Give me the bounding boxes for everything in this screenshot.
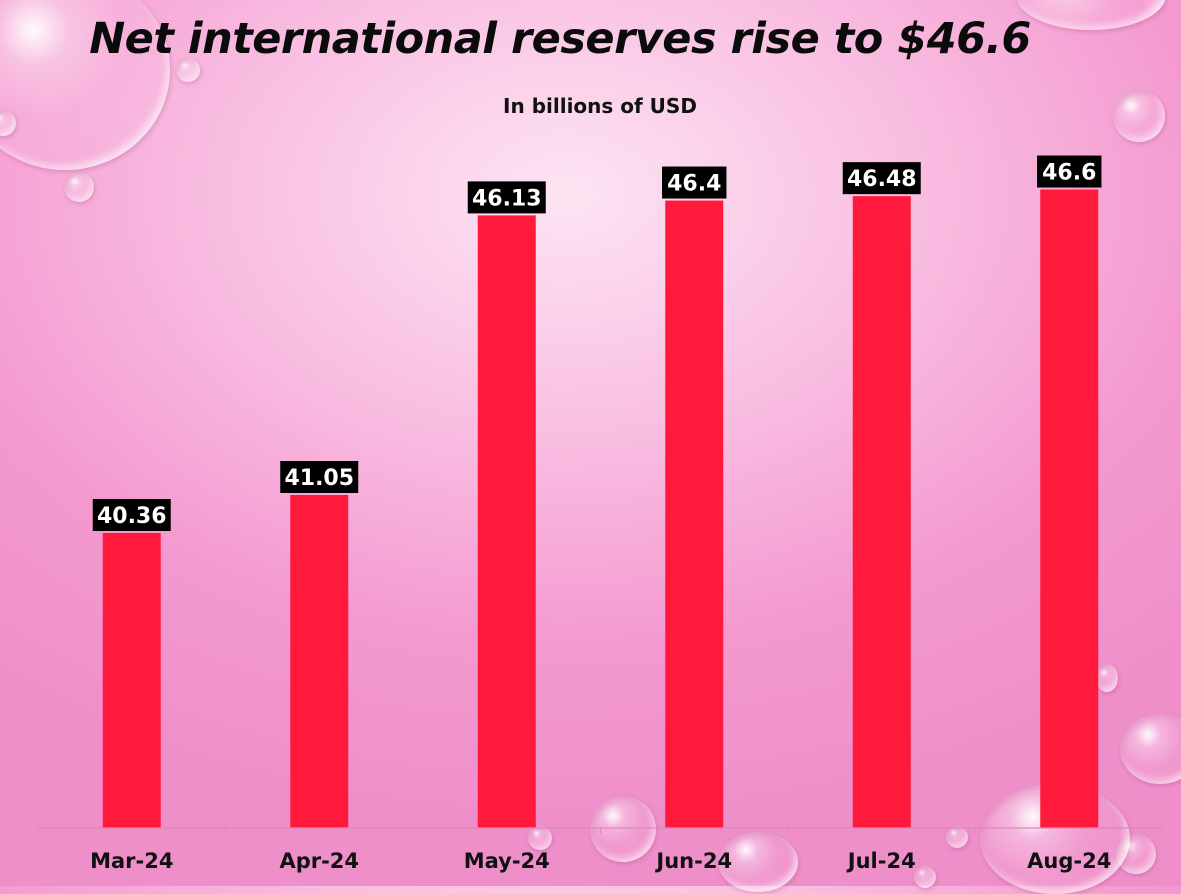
bar-may-24 — [477, 215, 536, 829]
data-label-box — [662, 166, 727, 199]
data-label-jun-24: 46.4 — [662, 166, 727, 199]
data-label-apr-24: 41.05 — [280, 461, 359, 494]
x-tick-label: May-24 — [464, 849, 550, 873]
x-tick-label: Jul-24 — [846, 849, 916, 873]
data-label-text: 46.6 — [1042, 161, 1096, 186]
bar-aug-24 — [1040, 189, 1099, 828]
data-label-box — [1037, 155, 1102, 188]
data-label-text: 46.4 — [667, 172, 721, 197]
data-label-box — [467, 181, 546, 214]
data-label-jul-24: 46.48 — [842, 162, 921, 195]
x-axis — [37, 827, 1164, 834]
data-label-mar-24: 40.36 — [92, 498, 171, 531]
data-label-may-24: 46.13 — [467, 181, 546, 214]
chart-title: Net international reserves rise to $46.6 — [89, 14, 1031, 64]
data-label-aug-24: 46.6 — [1037, 155, 1102, 188]
data-label-text: 40.36 — [97, 504, 167, 529]
data-label-text: 41.05 — [284, 466, 354, 491]
bar-apr-24 — [290, 495, 349, 828]
data-label-text: 46.48 — [847, 167, 917, 192]
bar-jun-24 — [665, 200, 724, 828]
data-label-box — [92, 498, 171, 531]
chart-subtitle: In billions of USD — [503, 94, 697, 118]
data-label-text: 46.13 — [472, 186, 542, 211]
bar-mar-24 — [102, 532, 161, 828]
data-label-box — [842, 162, 921, 195]
x-tick-label: Mar-24 — [90, 849, 173, 873]
data-labels-layer: 40.36 41.05 46.13 46.4 46.48 46.6 — [92, 155, 1102, 531]
x-tick-labels-layer: Mar-24 Apr-24 May-24 Jun-24 Jul-24 Aug-24 — [90, 849, 1111, 873]
x-tick-label: Jun-24 — [654, 849, 732, 873]
bars-layer — [102, 189, 1099, 829]
x-tick-label: Apr-24 — [279, 849, 359, 873]
data-label-box — [280, 461, 359, 494]
x-tick-label: Aug-24 — [1027, 849, 1111, 873]
bar-jul-24 — [852, 196, 911, 828]
